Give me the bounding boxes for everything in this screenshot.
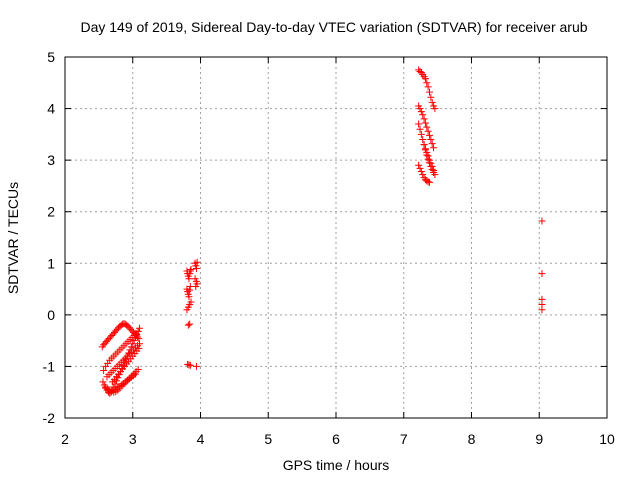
data-point-marker: [424, 152, 432, 160]
data-point-marker: [430, 144, 438, 152]
y-tick-label: 1: [47, 255, 55, 271]
x-tick-label: 8: [468, 431, 476, 447]
y-tick-label: -2: [43, 410, 56, 426]
data-point-marker: [425, 131, 433, 139]
data-point-marker: [427, 159, 435, 167]
data-point-marker: [415, 161, 423, 169]
data-point-marker: [192, 362, 200, 370]
data-point-marker: [431, 105, 439, 113]
data-point-marker: [419, 171, 427, 179]
data-point-marker: [184, 321, 192, 329]
x-tick-label: 6: [332, 431, 340, 447]
data-point-marker: [193, 258, 201, 266]
data-point-marker: [423, 79, 431, 87]
plot-frame: [64, 56, 608, 419]
data-point-marker: [427, 136, 435, 144]
data-point-marker: [538, 217, 546, 225]
x-tick-label: 2: [61, 431, 69, 447]
data-point-marker: [431, 171, 439, 179]
data-point-marker: [424, 178, 432, 186]
data-point-marker: [129, 340, 137, 348]
data-point-marker: [100, 367, 108, 375]
data-point-marker: [134, 366, 142, 374]
data-point-marker: [134, 327, 142, 335]
data-point-marker: [420, 141, 428, 149]
data-point-marker: [416, 105, 424, 113]
data-point-marker: [424, 83, 432, 91]
data-point-marker: [538, 270, 546, 278]
data-points: [98, 66, 546, 397]
data-point-marker: [187, 298, 195, 306]
data-point-marker: [428, 140, 436, 148]
y-tick-label: 0: [47, 307, 55, 323]
data-point-marker: [114, 374, 122, 382]
data-point-marker: [136, 324, 144, 332]
data-point-marker: [538, 306, 546, 314]
x-tick-label: 4: [197, 431, 205, 447]
data-point-marker: [135, 335, 143, 343]
data-point-marker: [428, 162, 436, 170]
data-point-marker: [416, 125, 424, 133]
x-tick-label: 5: [264, 431, 272, 447]
data-point-marker: [424, 127, 432, 135]
data-point-marker: [425, 178, 433, 186]
data-point-marker: [131, 370, 139, 378]
data-point-marker: [430, 166, 438, 174]
data-point-marker: [419, 111, 427, 119]
data-point-marker: [185, 275, 193, 283]
x-tick-label: 7: [400, 431, 408, 447]
x-tick-label: 9: [535, 431, 543, 447]
data-point-marker: [187, 265, 195, 273]
data-point-marker: [417, 130, 425, 138]
y-tick-label: 3: [47, 152, 55, 168]
y-tick-label: 2: [47, 204, 55, 220]
data-point-marker: [420, 115, 428, 123]
data-point-marker: [185, 293, 193, 301]
data-point-marker: [185, 361, 193, 369]
x-axis-label: GPS time / hours: [283, 457, 390, 473]
x-tick-label: 3: [129, 431, 137, 447]
data-point-marker: [421, 75, 429, 83]
data-point-marker: [186, 286, 194, 294]
data-point-marker: [425, 156, 433, 164]
y-tick-label: 4: [47, 101, 55, 117]
data-point-marker: [192, 282, 200, 290]
chart-title: Day 149 of 2019, Sidereal Day-to-day VTE…: [80, 19, 587, 35]
data-point-marker: [427, 93, 435, 101]
data-point-marker: [186, 320, 194, 328]
data-point-marker: [425, 88, 433, 96]
y-axis-label: SDTVAR / TECUs: [5, 182, 21, 294]
data-point-marker: [417, 167, 425, 175]
y-tick-label: -1: [43, 358, 56, 374]
data-point-marker: [99, 378, 107, 386]
data-point-marker: [417, 108, 425, 116]
grid-lines: [65, 57, 607, 418]
data-point-marker: [423, 148, 431, 156]
data-point-marker: [421, 145, 429, 153]
data-point-marker: [135, 344, 143, 352]
y-tick-label: 5: [47, 49, 55, 65]
data-point-marker: [419, 136, 427, 144]
data-point-marker: [428, 98, 436, 106]
data-point-marker: [421, 119, 429, 127]
data-point-marker: [423, 123, 431, 131]
x-tick-label: 10: [599, 431, 615, 447]
data-point-marker: [186, 267, 194, 275]
data-point-marker: [415, 120, 423, 128]
axis-ticks: 2 3 4 5 6 7 8 9 10 -2 -1 0 1 2 3 4 5: [43, 49, 615, 447]
data-point-marker: [186, 361, 194, 369]
data-point-marker: [192, 264, 200, 272]
data-point-marker: [416, 164, 424, 172]
data-point-marker: [136, 340, 144, 348]
